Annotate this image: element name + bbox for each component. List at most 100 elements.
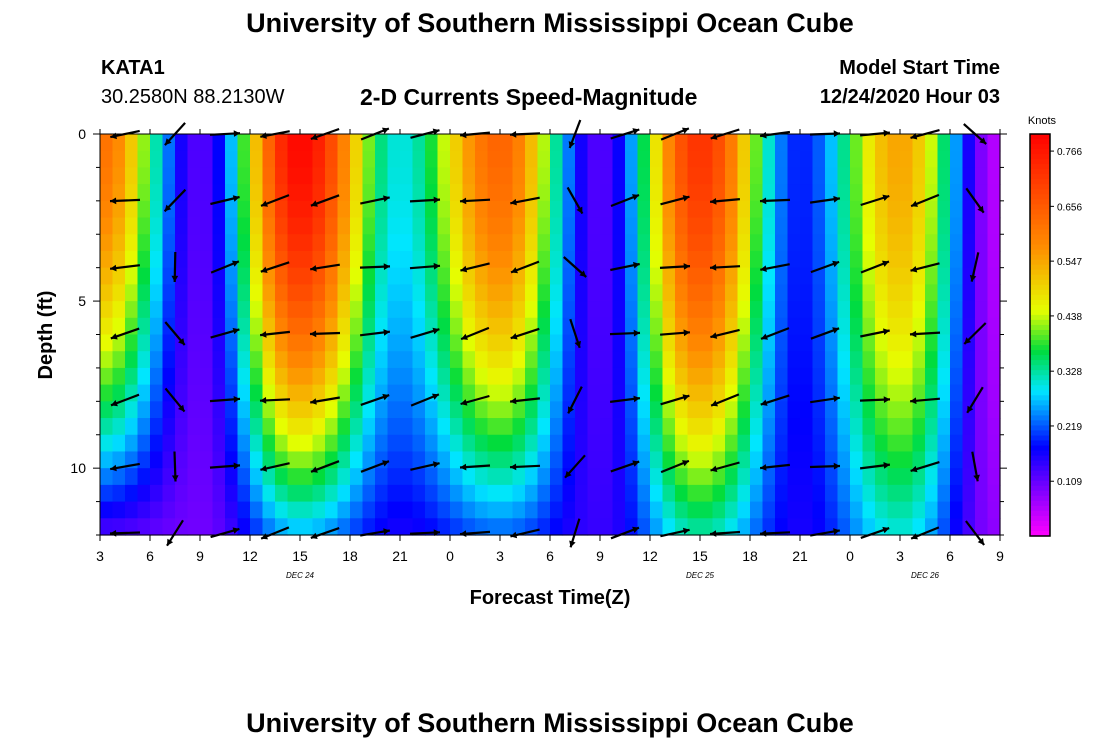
heatmap-cell (762, 384, 776, 402)
heatmap-cell (637, 451, 651, 469)
heatmap-cell (925, 418, 939, 436)
heatmap-cell (687, 317, 701, 336)
heatmap-cell (437, 401, 451, 419)
heatmap-cell (562, 367, 576, 386)
heatmap-cell (875, 401, 889, 419)
heatmap-cell (112, 384, 126, 402)
heatmap-cell (225, 501, 239, 519)
heatmap-cell (100, 334, 114, 352)
heatmap-cell (862, 150, 876, 169)
heatmap-cell (250, 468, 264, 486)
heatmap-cell (725, 150, 739, 169)
colorbar-segment (1030, 239, 1050, 246)
heatmap-cell (600, 134, 614, 152)
heatmap-cell (262, 284, 276, 302)
heatmap-cell (137, 200, 151, 219)
heatmap-cell (637, 351, 651, 369)
colorbar-segment (1030, 515, 1050, 522)
current-arrow (410, 461, 440, 471)
heatmap-cell (250, 317, 264, 336)
heatmap-cell (125, 367, 139, 386)
heatmap-cell (500, 267, 514, 285)
heatmap-cell (562, 217, 576, 235)
heatmap-cell (537, 434, 551, 453)
heatmap-cell (100, 484, 114, 503)
heatmap-cell (287, 518, 301, 536)
heatmap-cell (362, 484, 376, 503)
heatmap-cell (587, 301, 601, 319)
heatmap-cell (337, 134, 351, 152)
heatmap-cell (137, 468, 151, 486)
colorbar-segment (1030, 495, 1050, 502)
heatmap-cell (200, 200, 214, 219)
heatmap-cell (287, 384, 301, 402)
heatmap-cell (650, 234, 664, 252)
heatmap-cell (400, 301, 414, 319)
current-arrow (310, 263, 340, 272)
heatmap-cell (712, 284, 726, 302)
heatmap-cell (387, 367, 401, 386)
heatmap-cell (225, 234, 239, 252)
heatmap-cell (950, 134, 964, 152)
heatmap-cell (575, 150, 589, 169)
heatmap-cell (337, 518, 351, 536)
heatmap-cell (887, 200, 901, 219)
heatmap-cell (375, 134, 389, 152)
heatmap-cell (900, 200, 914, 219)
heatmap-cell (787, 301, 801, 319)
current-arrow (660, 394, 690, 406)
heatmap-cell (612, 484, 626, 503)
colorbar-segment (1030, 294, 1050, 301)
heatmap-cell (187, 167, 201, 185)
heatmap-cell (562, 351, 576, 369)
heatmap-cell (925, 234, 939, 252)
heatmap-cell (512, 234, 526, 252)
colorbar-segment (1030, 164, 1050, 170)
heatmap-cell (837, 334, 851, 352)
heatmap-cell (225, 401, 239, 419)
colorbar-segment (1030, 309, 1050, 316)
heatmap-cell (312, 334, 326, 352)
heatmap-cell (525, 284, 539, 302)
heatmap-cell (512, 317, 526, 336)
heatmap-cell (475, 351, 489, 369)
heatmap-cell (687, 434, 701, 453)
heatmap-cell (125, 184, 139, 202)
heatmap-cell (650, 267, 664, 285)
x-tick-label: 6 (546, 548, 554, 564)
heatmap-cell (837, 418, 851, 436)
heatmap-cell (462, 200, 476, 219)
chart-title: University of Southern Mississippi Ocean… (246, 8, 854, 38)
heatmap-cell (425, 434, 439, 453)
heatmap-cell (112, 301, 126, 319)
heatmap-cell (987, 234, 1001, 252)
current-arrow (610, 526, 640, 540)
heatmap-cell (812, 501, 826, 519)
heatmap-cell (350, 200, 364, 219)
heatmap-cell (587, 184, 601, 202)
heatmap-cell (575, 484, 589, 503)
heatmap-cell (275, 418, 289, 436)
heatmap-cell (387, 301, 401, 319)
colorbar-segment (1030, 520, 1050, 527)
heatmap-cell (262, 434, 276, 453)
heatmap-cell (837, 267, 851, 285)
heatmap-cell (975, 150, 989, 169)
heatmap-cell (500, 384, 514, 402)
heatmap-cell (512, 434, 526, 453)
heatmap-cell (312, 484, 326, 503)
heatmap-cell (175, 317, 189, 336)
heatmap-cell (950, 367, 964, 386)
heatmap-cell (862, 334, 876, 352)
heatmap-cell (600, 267, 614, 285)
heatmap-cell (862, 200, 876, 219)
heatmap-cell (712, 167, 726, 185)
heatmap-cell (950, 401, 964, 419)
heatmap-cell (675, 267, 689, 285)
heatmap-cell (537, 367, 551, 386)
colorbar-segment (1030, 154, 1050, 160)
heatmap-cell (162, 250, 176, 269)
heatmap-cell (875, 150, 889, 169)
colorbar-segment (1030, 329, 1050, 336)
heatmap-cell (237, 484, 251, 503)
